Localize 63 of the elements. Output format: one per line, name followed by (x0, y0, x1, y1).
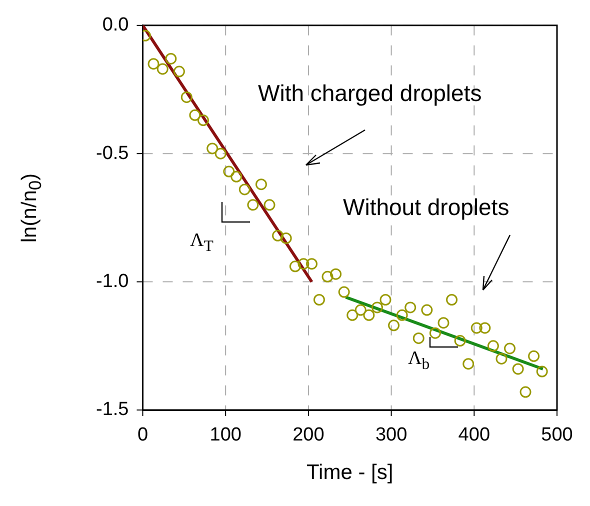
point (396, 309, 408, 321)
x-tick-label: 200 (292, 424, 324, 446)
point (298, 258, 310, 270)
point (380, 294, 392, 306)
point (214, 148, 226, 160)
point (223, 166, 235, 178)
y-tick-label: -1.5 (96, 399, 129, 420)
point (197, 114, 209, 126)
point (528, 350, 540, 362)
point (388, 320, 400, 332)
point (412, 332, 424, 344)
point (280, 232, 292, 244)
point (421, 304, 433, 316)
point (338, 286, 350, 298)
y-tick-label: -1.0 (96, 271, 129, 292)
point (446, 294, 458, 306)
point (238, 184, 250, 196)
point (289, 260, 301, 272)
point (230, 170, 242, 182)
point (487, 340, 499, 352)
point (306, 258, 318, 270)
point (496, 352, 508, 364)
x-tick-label: 100 (210, 424, 242, 446)
point (470, 322, 482, 334)
point (354, 304, 366, 316)
annotation: Without droplets (343, 194, 510, 221)
point (272, 230, 284, 242)
annotation: Λ$_{T}$ (190, 230, 214, 256)
point (156, 63, 168, 75)
point (429, 327, 441, 339)
point (520, 386, 532, 398)
point (173, 66, 185, 78)
point (330, 268, 342, 280)
point (512, 363, 524, 375)
y-tick-label: 0.0 (102, 14, 129, 36)
x-axis-title: Time - [s] (306, 461, 394, 484)
point (462, 358, 474, 370)
point (504, 342, 516, 354)
point (148, 58, 160, 70)
point (322, 270, 334, 282)
point (454, 335, 466, 347)
point (371, 302, 383, 314)
point (189, 109, 201, 121)
point (180, 91, 192, 103)
point (438, 317, 450, 329)
x-tick-label: 500 (541, 424, 573, 446)
point (363, 309, 375, 321)
y-tick-label: -0.5 (96, 142, 129, 164)
point (313, 294, 325, 306)
point (479, 322, 491, 334)
annotation: Λ$_{b}$ (408, 348, 430, 374)
point (247, 199, 259, 211)
annotation: With charged droplets (258, 80, 482, 107)
point (206, 142, 218, 154)
point (346, 309, 358, 321)
point (264, 199, 276, 211)
x-tick-label: 300 (375, 424, 408, 446)
point (404, 302, 416, 314)
point (536, 366, 548, 378)
point (255, 178, 267, 190)
x-tick-label: 400 (458, 424, 490, 446)
point (165, 52, 177, 64)
x-tick-label: 0 (137, 424, 148, 446)
